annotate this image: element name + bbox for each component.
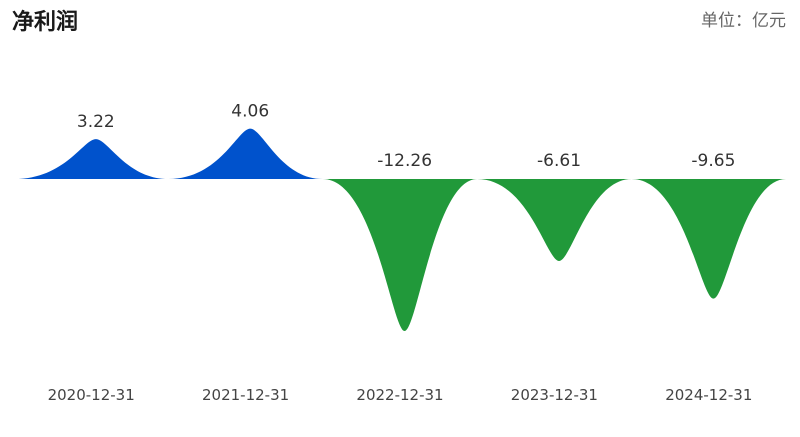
category-label-2021-12-31: 2021-12-31	[202, 386, 289, 404]
value-label-2021-12-31: 4.06	[231, 102, 269, 122]
bar-2021-12-31	[168, 128, 323, 179]
bar-2023-12-31	[477, 179, 632, 261]
category-label-2023-12-31: 2023-12-31	[511, 386, 598, 404]
unit-label: 单位：亿元	[701, 11, 786, 31]
bar-2022-12-31	[322, 179, 478, 332]
value-label-2022-12-31: -12.26	[377, 151, 432, 171]
category-label-2020-12-31: 2020-12-31	[48, 386, 135, 404]
category-label-2022-12-31: 2022-12-31	[356, 386, 443, 404]
chart-title: 净利润	[12, 10, 79, 35]
bar-2020-12-31	[14, 139, 169, 179]
value-label-2024-12-31: -9.65	[691, 151, 735, 171]
bar-2024-12-31	[631, 179, 786, 299]
value-label-2020-12-31: 3.22	[77, 112, 115, 132]
category-label-2024-12-31: 2024-12-31	[665, 386, 752, 404]
value-label-2023-12-31: -6.61	[537, 151, 581, 171]
